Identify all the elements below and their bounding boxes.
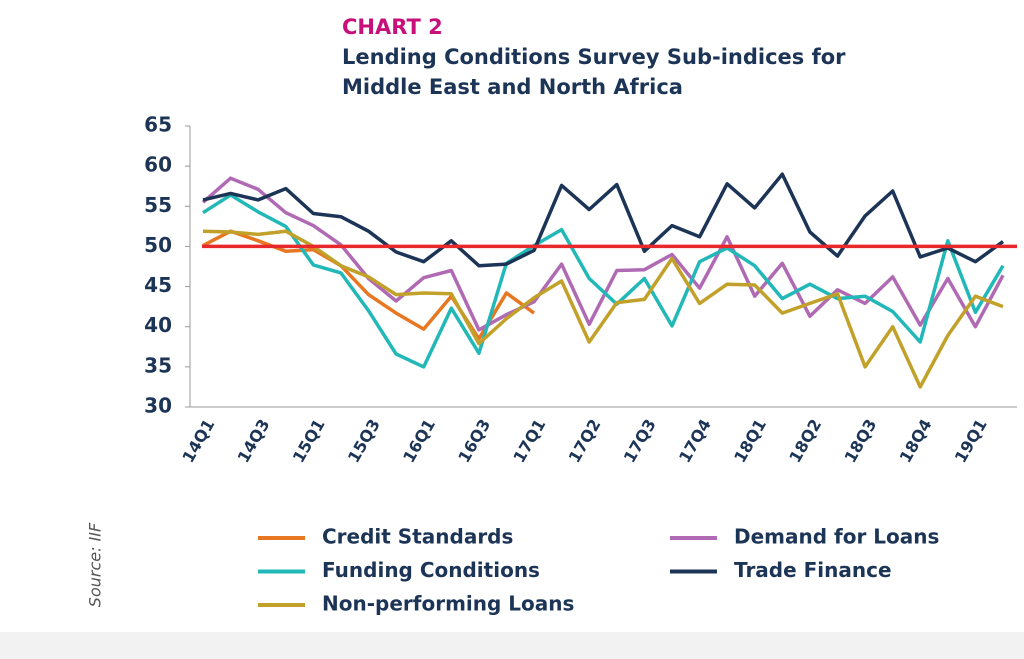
y-tick-label: 30 (144, 394, 172, 418)
legend-label: Non-performing Loans (322, 592, 574, 616)
legend-label: Demand for Loans (734, 525, 939, 549)
y-tick-label: 55 (144, 193, 172, 217)
legend-label: Funding Conditions (322, 558, 540, 582)
x-tick-label: 17Q3 (620, 416, 660, 466)
x-tick-label: 17Q2 (565, 416, 605, 466)
series-line (202, 229, 1004, 389)
series-line (202, 229, 536, 341)
y-tick-label: 35 (144, 353, 172, 377)
chart-title: Middle East and North Africa (342, 75, 683, 99)
y-tick-label: 60 (144, 153, 172, 177)
x-tick-label: 14Q3 (234, 416, 274, 466)
chart-title: Lending Conditions Survey Sub-indices fo… (342, 45, 846, 69)
x-tick-label: 15Q1 (289, 416, 329, 466)
x-tick-label: 19Q1 (951, 416, 991, 466)
x-tick-label: 16Q1 (399, 416, 439, 466)
x-tick-label: 18Q1 (730, 416, 770, 466)
y-tick-label: 65 (144, 113, 172, 137)
series-line (202, 193, 1005, 369)
y-tick-label: 40 (144, 313, 172, 337)
footer-band (0, 632, 1024, 659)
chart-kicker: CHART 2 (342, 15, 443, 39)
x-tick-label: 17Q1 (509, 416, 549, 466)
x-tick-label: 18Q3 (840, 416, 880, 466)
y-tick-label: 45 (144, 273, 172, 297)
x-tick-label: 14Q1 (178, 416, 218, 466)
x-tick-label: 18Q4 (896, 416, 936, 466)
x-tick-label: 16Q3 (454, 416, 494, 466)
legend-label: Trade Finance (734, 558, 892, 582)
y-tick-label: 50 (144, 233, 172, 257)
legend-label: Credit Standards (322, 525, 513, 549)
x-tick-label: 15Q3 (344, 416, 384, 466)
x-tick-label: 18Q2 (785, 416, 825, 466)
x-tick-label: 17Q4 (675, 416, 715, 466)
series-line (202, 172, 1005, 268)
source-note: Source: IIF (86, 522, 105, 607)
